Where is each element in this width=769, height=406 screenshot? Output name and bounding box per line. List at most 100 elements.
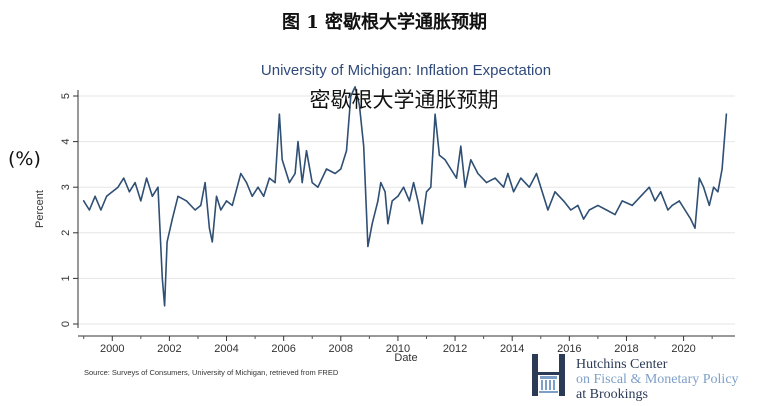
- data-point-11: [146, 177, 148, 179]
- data-point-101: [660, 191, 662, 193]
- data-point-79: [503, 186, 505, 188]
- hutchins-logo: Hutchins Center on Fiscal & Monetary Pol…: [532, 354, 739, 402]
- data-point-33: [263, 195, 265, 197]
- data-point-94: [605, 209, 608, 211]
- data-point-108: [698, 177, 700, 179]
- data-point-40: [297, 141, 299, 143]
- percent-annotation: (%): [8, 148, 41, 170]
- brand-line-2: on Fiscal & Monetary Policy: [576, 372, 739, 387]
- data-point-1: [88, 209, 90, 211]
- data-point-75: [470, 159, 472, 161]
- x-ticks: 2000 2002 2004 2006 2008 2010 2012 2014 2016 2018…: [83, 336, 713, 355]
- data-point-15: [164, 305, 166, 307]
- y-axis-label: Percent: [34, 190, 46, 228]
- data-point-70: [444, 159, 446, 161]
- data-point-16: [166, 241, 168, 243]
- data-point-69: [438, 154, 440, 156]
- data-point-73: [460, 145, 462, 147]
- data-point-83: [528, 186, 530, 188]
- data-point-51: [358, 104, 360, 106]
- overlay-title: 密歇根大学通胀预期: [310, 88, 499, 112]
- y-tick-label-4: 4: [60, 139, 72, 145]
- data-point-28: [231, 204, 233, 206]
- data-point-45: [325, 168, 328, 170]
- data-point-91: [583, 218, 585, 220]
- data-point-41: [301, 182, 303, 184]
- data-point-88: [563, 200, 565, 202]
- data-point-5: [111, 191, 113, 193]
- data-point-14: [161, 277, 163, 279]
- data-point-19: [185, 200, 188, 202]
- data-point-27: [225, 200, 228, 202]
- data-point-68: [434, 113, 436, 115]
- x-tick-label-2006: 2006: [271, 343, 295, 355]
- data-point-84: [535, 172, 538, 175]
- data-point-96: [621, 200, 623, 202]
- data-point-111: [713, 186, 715, 188]
- data-point-87: [554, 191, 556, 193]
- data-point-102: [667, 209, 669, 211]
- data-point-46: [334, 172, 336, 175]
- data-point-78: [494, 177, 496, 179]
- data-point-26: [220, 209, 222, 211]
- data-point-10: [140, 200, 142, 202]
- data-point-66: [425, 191, 428, 193]
- data-point-9: [134, 182, 136, 184]
- data-point-25: [215, 195, 218, 197]
- data-point-112: [717, 191, 719, 193]
- data-point-76: [477, 172, 479, 175]
- data-point-63: [413, 182, 415, 184]
- x-axis-label: Date: [394, 352, 417, 364]
- y-tick-label-1: 1: [60, 275, 72, 281]
- data-point-37: [281, 159, 283, 161]
- data-point-30: [245, 182, 248, 184]
- data-point-92: [588, 209, 590, 211]
- figure-caption: 图 1 密歇根大学通胀预期: [281, 12, 488, 33]
- data-point-99: [648, 186, 650, 188]
- data-point-8: [128, 191, 130, 193]
- series-line-0: [82, 86, 728, 307]
- data-point-2: [94, 195, 96, 197]
- data-point-21: [200, 204, 202, 206]
- data-point-18: [177, 195, 179, 197]
- data-point-77: [485, 182, 488, 184]
- x-tick-label-2000: 2000: [100, 343, 124, 355]
- series-layer: [82, 86, 728, 307]
- data-point-20: [194, 209, 196, 211]
- data-point-105: [684, 209, 686, 211]
- data-point-50: [354, 86, 356, 88]
- data-point-48: [345, 150, 348, 152]
- data-point-3: [100, 209, 102, 211]
- data-point-61: [403, 186, 405, 188]
- data-point-67: [430, 186, 432, 188]
- data-point-107: [694, 227, 696, 229]
- y-tick-label-2: 2: [60, 230, 72, 236]
- data-point-22: [204, 182, 206, 184]
- x-tick-label-2002: 2002: [157, 343, 181, 355]
- data-point-104: [678, 200, 680, 202]
- data-point-106: [690, 218, 692, 220]
- data-point-103: [671, 204, 673, 206]
- y-ticks: 0 1 2 3 4 5: [60, 93, 78, 327]
- data-point-85: [543, 195, 545, 197]
- brand-line-1: Hutchins Center: [576, 357, 668, 372]
- data-point-12: [151, 195, 153, 197]
- data-point-59: [391, 200, 393, 202]
- data-point-81: [513, 191, 515, 193]
- data-point-39: [294, 172, 296, 175]
- data-point-35: [274, 182, 276, 184]
- data-point-110: [708, 204, 710, 206]
- data-point-100: [654, 200, 656, 202]
- x-tick-label-2014: 2014: [500, 343, 524, 355]
- building-icon: [532, 354, 565, 396]
- data-point-7: [123, 177, 125, 179]
- data-point-55: [377, 200, 379, 202]
- data-point-93: [597, 204, 599, 206]
- data-point-90: [577, 204, 579, 206]
- data-point-38: [288, 182, 290, 184]
- data-point-80: [507, 172, 509, 175]
- y-tick-label-0: 0: [60, 321, 72, 327]
- x-tick-label-2020: 2020: [671, 343, 695, 355]
- data-point-97: [631, 204, 633, 206]
